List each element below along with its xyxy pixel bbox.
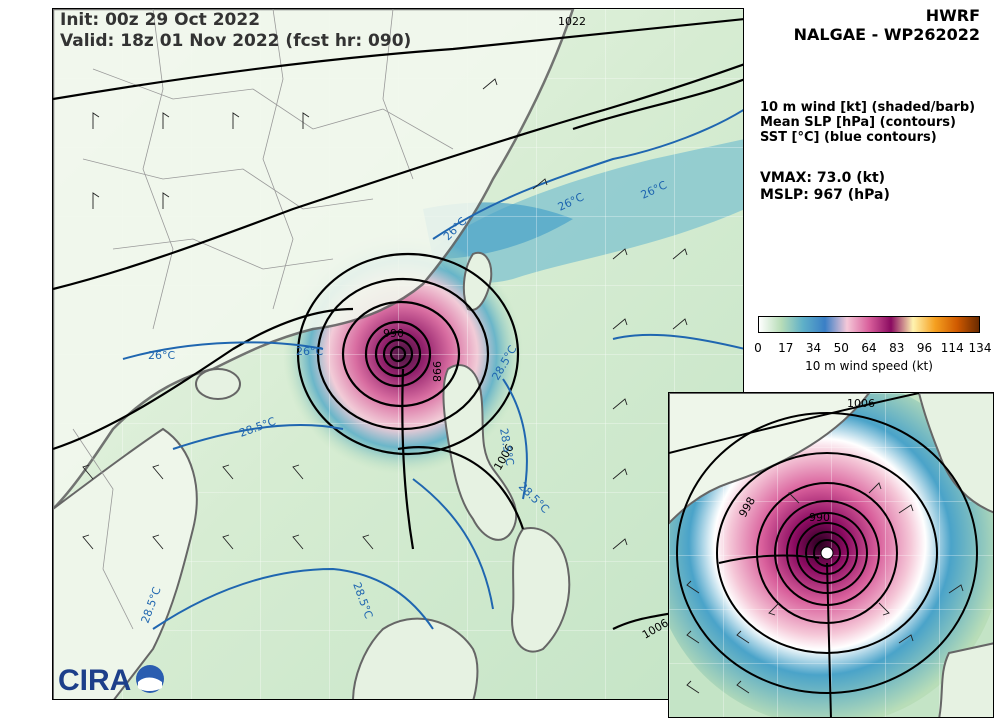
sst-label-4: 26°C: [296, 345, 323, 358]
colorbar-ticks: 0 17 34 50 64 83 96 114 134: [754, 341, 991, 357]
isobar-1022: [53, 18, 743, 101]
sst-28-5-central: [412, 478, 494, 610]
inset-isobar-990: [774, 500, 880, 606]
storm-eye: [820, 546, 834, 560]
isobar-label-990: 990: [383, 327, 404, 340]
vmax-value: VMAX: 73.0 (kt): [760, 170, 886, 186]
sst-26-west: [122, 341, 324, 360]
sst-28-5-east: [502, 378, 528, 500]
inset-isobar-1006-north: [669, 393, 920, 454]
noaa-seal-wave: [138, 677, 162, 691]
mindanao-visayas-islands: [511, 527, 571, 653]
mainland-china-landmass: [53, 9, 575, 511]
main-forecast-map: 1022 1006 1006 998 990 26°C 26°C 26°C 26…: [52, 8, 744, 700]
field-legend: 10 m wind [kt] (shaded/barb) Mean SLP [h…: [760, 100, 975, 145]
inset-trough-line: [826, 562, 832, 717]
forecast-times: Init: 00z 29 Oct 2022 Valid: 18z 01 Nov …: [60, 10, 411, 52]
inset-isobar-994: [756, 482, 898, 624]
inset-isobars: [669, 393, 978, 717]
sst-28-5-pacific: [612, 333, 743, 350]
taiwan-island: [462, 251, 493, 311]
storm-name: NALGAE - WP262022: [793, 25, 980, 44]
colorbar-tick-96: 96: [916, 341, 933, 355]
inset-isobar-998: [716, 452, 938, 654]
colorbar-tick-0: 0: [754, 341, 762, 355]
inset-label-990: 990: [809, 511, 830, 524]
mslp-value: MSLP: 967 (hPa): [760, 187, 890, 203]
inset-wind-barbs: [686, 482, 964, 694]
inset-luzon: [938, 642, 993, 717]
storm-inset-map: 1006 998 990: [668, 392, 994, 718]
colorbar-tick-17: 17: [778, 341, 794, 355]
model-title: HWRF NALGAE - WP262022: [794, 6, 980, 44]
indochina-landmass: [53, 427, 198, 699]
isobar-986: [382, 338, 414, 370]
hainan-island: [195, 368, 241, 400]
sst-28-5-southwest: [152, 567, 434, 630]
valid-time: Valid: 18z 01 Nov 2022 (fcst hr: 090): [60, 31, 412, 51]
isobar-1010: [53, 307, 354, 451]
colorbar-tick-34: 34: [805, 341, 822, 355]
storm-trough-line: [401, 368, 415, 550]
colorbar-tick-83: 83: [889, 341, 905, 355]
colorbar-tick-50: 50: [833, 341, 849, 355]
isobar-1006: [296, 252, 520, 456]
inset-label-1006: 1006: [847, 397, 875, 410]
slp-field-label: Mean SLP [hPa] (contours): [760, 115, 956, 130]
isobar-1018: [572, 78, 743, 131]
isobar-998: [341, 300, 461, 408]
sst-contours: [122, 109, 743, 630]
wind-barbs: [82, 78, 688, 550]
cira-logo: CIRA: [58, 662, 168, 696]
main-map-svg: 1022 1006 1006 998 990 26°C 26°C 26°C 26…: [53, 9, 743, 699]
colorbar-label: 10 m wind speed (kt): [805, 359, 933, 373]
sst-label-5: 26°C: [148, 349, 175, 362]
sst-26-north: [432, 109, 743, 240]
inset-west-line: [718, 554, 820, 564]
sst-label-8: 28.5°C: [497, 427, 516, 467]
sst-field-label: SST [°C] (blue contours): [760, 130, 937, 145]
political-borders: [72, 9, 454, 630]
trough-branch: [397, 446, 525, 530]
isobar-1014: [53, 63, 743, 291]
wind-colorbar: [758, 316, 980, 333]
isobar-982: [389, 345, 407, 363]
inset-map-svg: 1006 998 990: [669, 393, 993, 717]
inset-coastline: [669, 393, 871, 525]
init-time: Init: 00z 29 Oct 2022: [60, 10, 261, 30]
inset-isobar-outer: [676, 412, 978, 694]
model-name: HWRF: [925, 6, 980, 25]
cira-logo-text: CIRA: [58, 664, 131, 696]
inset-taiwan: [917, 393, 993, 514]
isobar-990: [374, 330, 422, 378]
isobar-994: [364, 320, 432, 388]
cira-logo-graphic: CIRA: [58, 664, 164, 696]
wind-field-label: 10 m wind [kt] (shaded/barb): [760, 100, 976, 115]
storm-stats: VMAX: 73.0 (kt) MSLP: 967 (hPa): [760, 170, 890, 204]
isobar-label-1022: 1022: [558, 15, 586, 28]
isobar-label-998: 998: [430, 361, 443, 382]
sst-26-south: [172, 424, 344, 450]
colorbar-tick-64: 64: [861, 341, 877, 355]
colorbar-tick-134: 134: [968, 341, 992, 355]
colorbar-tick-114: 114: [940, 341, 964, 355]
